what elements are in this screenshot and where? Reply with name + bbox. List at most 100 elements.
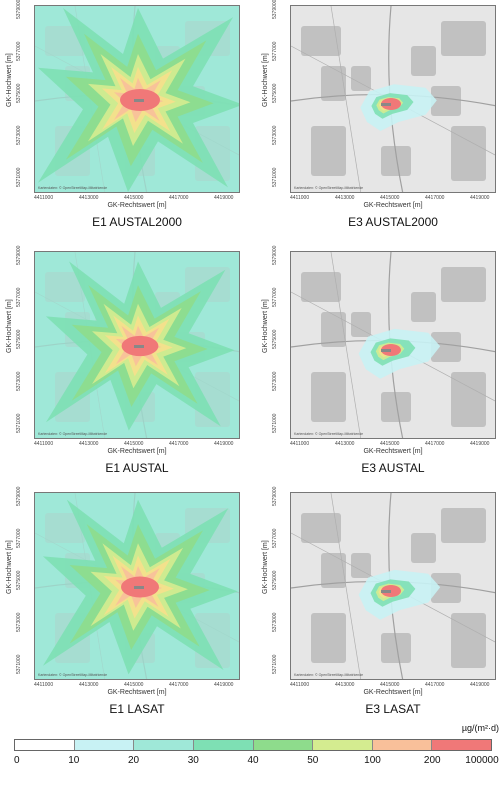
y-tick-label: 5371000 bbox=[16, 654, 22, 674]
x-tick-label: 4419000 bbox=[214, 682, 234, 688]
x-axis-ticks: 4411000 4413000 4415000 4417000 4419000 bbox=[290, 441, 496, 449]
panel-title: E3 AUSTAL2000 bbox=[348, 215, 438, 229]
map-plume-graphic bbox=[35, 252, 239, 438]
x-tick-label: 4411000 bbox=[290, 682, 310, 688]
y-tick-label: 5375000 bbox=[16, 570, 22, 590]
legend-unit: µg/(m²·d) bbox=[461, 723, 499, 733]
panel-title: E3 AUSTAL bbox=[361, 461, 425, 475]
panel-title: E1 AUSTAL2000 bbox=[92, 215, 182, 229]
y-tick-label: 5379000 bbox=[272, 245, 278, 265]
legend-tick-label: 20 bbox=[127, 755, 140, 766]
x-axis-label: GK-Rechtswert [m] bbox=[363, 689, 423, 696]
y-tick-label: 5373000 bbox=[16, 125, 22, 145]
x-axis-label: GK-Rechtswert [m] bbox=[363, 448, 423, 455]
x-tick-label: 4413000 bbox=[79, 682, 99, 688]
map-attribution: Kartendaten: © OpenStreetMap-Mitwirkende bbox=[294, 673, 364, 677]
x-tick-label: 4417000 bbox=[169, 682, 189, 688]
x-tick-label: 4417000 bbox=[169, 441, 189, 447]
y-tick-label: 5375000 bbox=[16, 83, 22, 103]
x-tick-label: 4417000 bbox=[425, 682, 445, 688]
panel-title: E1 AUSTAL bbox=[105, 461, 169, 475]
x-tick-label: 4415000 bbox=[380, 682, 400, 688]
y-tick-label: 5373000 bbox=[16, 612, 22, 632]
x-axis-ticks: 4411000 4413000 4415000 4417000 4419000 bbox=[34, 195, 240, 203]
x-axis-ticks: 4411000 4413000 4415000 4417000 4419000 bbox=[34, 441, 240, 449]
legend-tick-label: 40 bbox=[247, 755, 259, 766]
map-attribution: Kartendaten: © OpenStreetMap-Mitwirkende bbox=[294, 186, 364, 190]
y-tick-label: 5371000 bbox=[272, 654, 278, 674]
y-axis-ticks: 5371000 5373000 5375000 5377000 5379000 bbox=[16, 0, 28, 192]
panel-title: E3 LASAT bbox=[365, 702, 421, 716]
y-axis-label: GK-Hochwert [m] bbox=[6, 540, 13, 594]
x-tick-label: 4411000 bbox=[290, 441, 310, 447]
y-tick-label: 5377000 bbox=[272, 528, 278, 548]
x-tick-label: 4419000 bbox=[470, 682, 490, 688]
legend-swatch bbox=[313, 740, 373, 750]
y-tick-label: 5371000 bbox=[16, 413, 22, 433]
x-tick-label: 4411000 bbox=[290, 195, 310, 201]
y-tick-label: 5373000 bbox=[272, 125, 278, 145]
x-axis-ticks: 4411000 4413000 4415000 4417000 4419000 bbox=[34, 682, 240, 690]
x-tick-label: 4419000 bbox=[470, 195, 490, 201]
x-tick-label: 4415000 bbox=[124, 195, 144, 201]
map-panel-e3-austal2000: GK-Hochwert [m] 5371000 5373000 5375000 5377… bbox=[258, 0, 498, 232]
y-tick-label: 5379000 bbox=[272, 486, 278, 506]
map-panel-e1-austal: GK-Hochwert [m] 5371000 5373000 5375000 5377… bbox=[2, 246, 242, 478]
x-tick-label: 4419000 bbox=[470, 441, 490, 447]
legend-tick-label: 200 bbox=[423, 755, 441, 766]
y-tick-label: 5375000 bbox=[272, 570, 278, 590]
y-axis-label: GK-Hochwert [m] bbox=[262, 53, 269, 107]
x-tick-label: 4411000 bbox=[34, 441, 54, 447]
legend-swatch bbox=[372, 740, 433, 750]
x-tick-label: 4415000 bbox=[124, 441, 144, 447]
deposition-map: Kartendaten: © OpenStreetMap-Mitwirkende bbox=[34, 251, 240, 439]
x-tick-label: 4413000 bbox=[335, 682, 355, 688]
legend-labels: 0 10 20 30 40 50 100 200 100000 bbox=[14, 755, 499, 769]
y-axis-ticks: 5371000 5373000 5375000 5377000 5379000 bbox=[272, 486, 284, 679]
map-panel-e3-austal: GK-Hochwert [m] 5371000 5373000 5375000 5377… bbox=[258, 245, 498, 478]
x-axis-label: GK-Rechtswert [m] bbox=[107, 202, 167, 209]
map-attribution: Kartendaten: © OpenStreetMap-Mitwirkende bbox=[294, 432, 364, 436]
legend-swatch bbox=[193, 740, 254, 750]
legend-tick-label: 0 bbox=[14, 755, 20, 766]
x-tick-label: 4411000 bbox=[34, 195, 54, 201]
x-tick-label: 4415000 bbox=[380, 195, 400, 201]
x-axis-ticks: 4411000 4413000 4415000 4417000 4419000 bbox=[290, 195, 496, 203]
deposition-map: Kartendaten: © OpenStreetMap-Mitwirkende bbox=[290, 492, 496, 680]
y-axis-label: GK-Hochwert [m] bbox=[262, 540, 269, 594]
x-axis-ticks: 4411000 4413000 4415000 4417000 4419000 bbox=[290, 682, 496, 690]
x-tick-label: 4411000 bbox=[34, 682, 54, 688]
legend-tick-label: 100000 bbox=[465, 755, 499, 766]
x-tick-label: 4417000 bbox=[425, 441, 445, 447]
legend-tick-label: 50 bbox=[307, 755, 319, 766]
y-tick-label: 5371000 bbox=[16, 167, 22, 187]
y-axis-ticks: 5371000 5373000 5375000 5377000 5379000 bbox=[16, 487, 28, 679]
y-axis-label: GK-Hochwert [m] bbox=[262, 299, 269, 353]
map-plume-graphic bbox=[291, 252, 495, 438]
y-tick-label: 5375000 bbox=[272, 329, 278, 349]
map-attribution: Kartendaten: © OpenStreetMap-Mitwirkende bbox=[38, 186, 108, 190]
map-attribution: Kartendaten: © OpenStreetMap-Mitwirkende bbox=[38, 673, 108, 677]
map-panel-e1-austal2000: GK-Hochwert [m] 5371000 5373000 5375000 5377… bbox=[2, 0, 242, 232]
y-tick-label: 5379000 bbox=[272, 0, 278, 19]
x-tick-label: 4417000 bbox=[425, 195, 445, 201]
y-axis-label: GK-Hochwert [m] bbox=[6, 299, 13, 353]
panel-title: E1 LASAT bbox=[109, 702, 165, 716]
x-tick-label: 4415000 bbox=[380, 441, 400, 447]
x-tick-label: 4413000 bbox=[335, 441, 355, 447]
deposition-map: Kartendaten: © OpenStreetMap-Mitwirkende bbox=[34, 5, 240, 193]
x-axis-label: GK-Rechtswert [m] bbox=[107, 448, 167, 455]
deposition-map: Kartendaten: © OpenStreetMap-Mitwirkende bbox=[290, 251, 496, 439]
x-tick-label: 4415000 bbox=[124, 682, 144, 688]
y-tick-label: 5373000 bbox=[16, 371, 22, 391]
legend-swatch bbox=[74, 740, 135, 750]
deposition-map: Kartendaten: © OpenStreetMap-Mitwirkende bbox=[34, 492, 240, 680]
map-plume-graphic bbox=[35, 493, 239, 679]
legend-tick-label: 10 bbox=[68, 755, 80, 766]
deposition-map: Kartendaten: © OpenStreetMap-Mitwirkende bbox=[290, 5, 496, 193]
y-tick-label: 5371000 bbox=[272, 167, 278, 187]
x-tick-label: 4413000 bbox=[79, 195, 99, 201]
map-panel-e3-lasat: GK-Hochwert [m] 5371000 5373000 5375000 5377… bbox=[258, 486, 498, 719]
map-plume-graphic bbox=[291, 493, 495, 679]
legend-swatch bbox=[253, 740, 314, 750]
